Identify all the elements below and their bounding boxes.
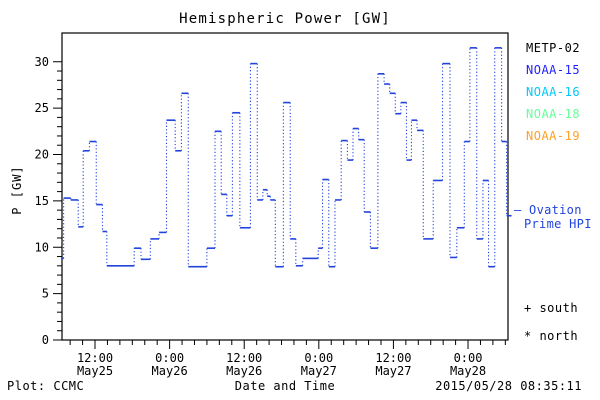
x-tick-time-label: 0:00 bbox=[304, 351, 333, 365]
y-axis-title: P [GW] bbox=[10, 165, 24, 215]
south-marker-note: + south bbox=[524, 301, 579, 315]
x-tick-time-label: 12:00 bbox=[77, 351, 113, 365]
x-tick-time-label: 12:00 bbox=[375, 351, 411, 365]
y-tick-label: 20 bbox=[35, 148, 49, 162]
legend-item-noaa-16: NOAA-16 bbox=[526, 85, 581, 99]
ovation-label-line2: Prime HPI bbox=[524, 217, 592, 231]
plot-credit: Plot: CCMC bbox=[7, 379, 85, 393]
x-tick-date-label: May27 bbox=[301, 364, 337, 378]
y-tick-label: 30 bbox=[35, 55, 49, 69]
y-tick-label: 15 bbox=[35, 194, 49, 208]
x-axis-title: Date and Time bbox=[234, 379, 336, 393]
plot-frame bbox=[61, 32, 509, 341]
x-tick-date-label: May25 bbox=[77, 364, 113, 378]
x-tick-time-label: 12:00 bbox=[226, 351, 262, 365]
y-tick-label: 25 bbox=[35, 101, 49, 115]
legend-item-noaa-15: NOAA-15 bbox=[526, 63, 581, 77]
y-tick-label: 0 bbox=[42, 333, 49, 347]
satellite-legend: METP-02 NOAA-15 NOAA-16 NOAA-18 NOAA-19 bbox=[526, 41, 580, 151]
x-tick-date-label: May28 bbox=[450, 364, 486, 378]
legend-item-metp-02: METP-02 bbox=[526, 41, 581, 55]
ovation-label-line1: — Ovation bbox=[514, 203, 582, 217]
legend-item-noaa-19: NOAA-19 bbox=[526, 129, 581, 143]
chart-title: Hemispheric Power [GW] bbox=[179, 11, 391, 27]
x-tick-date-label: May27 bbox=[375, 364, 411, 378]
y-tick-label: 5 bbox=[42, 287, 49, 301]
y-tick-label: 10 bbox=[35, 240, 49, 254]
x-tick-time-label: 0:00 bbox=[454, 351, 483, 365]
ovation-prime-hpi-label: — Ovation Prime HPI bbox=[514, 203, 592, 231]
legend-item-noaa-18: NOAA-18 bbox=[526, 107, 581, 121]
plot-timestamp: 2015/05/28 08:35:11 bbox=[435, 379, 582, 393]
x-tick-date-label: May26 bbox=[152, 364, 188, 378]
x-tick-date-label: May26 bbox=[226, 364, 262, 378]
x-tick-time-label: 0:00 bbox=[155, 351, 184, 365]
north-marker-note: * north bbox=[524, 329, 579, 343]
